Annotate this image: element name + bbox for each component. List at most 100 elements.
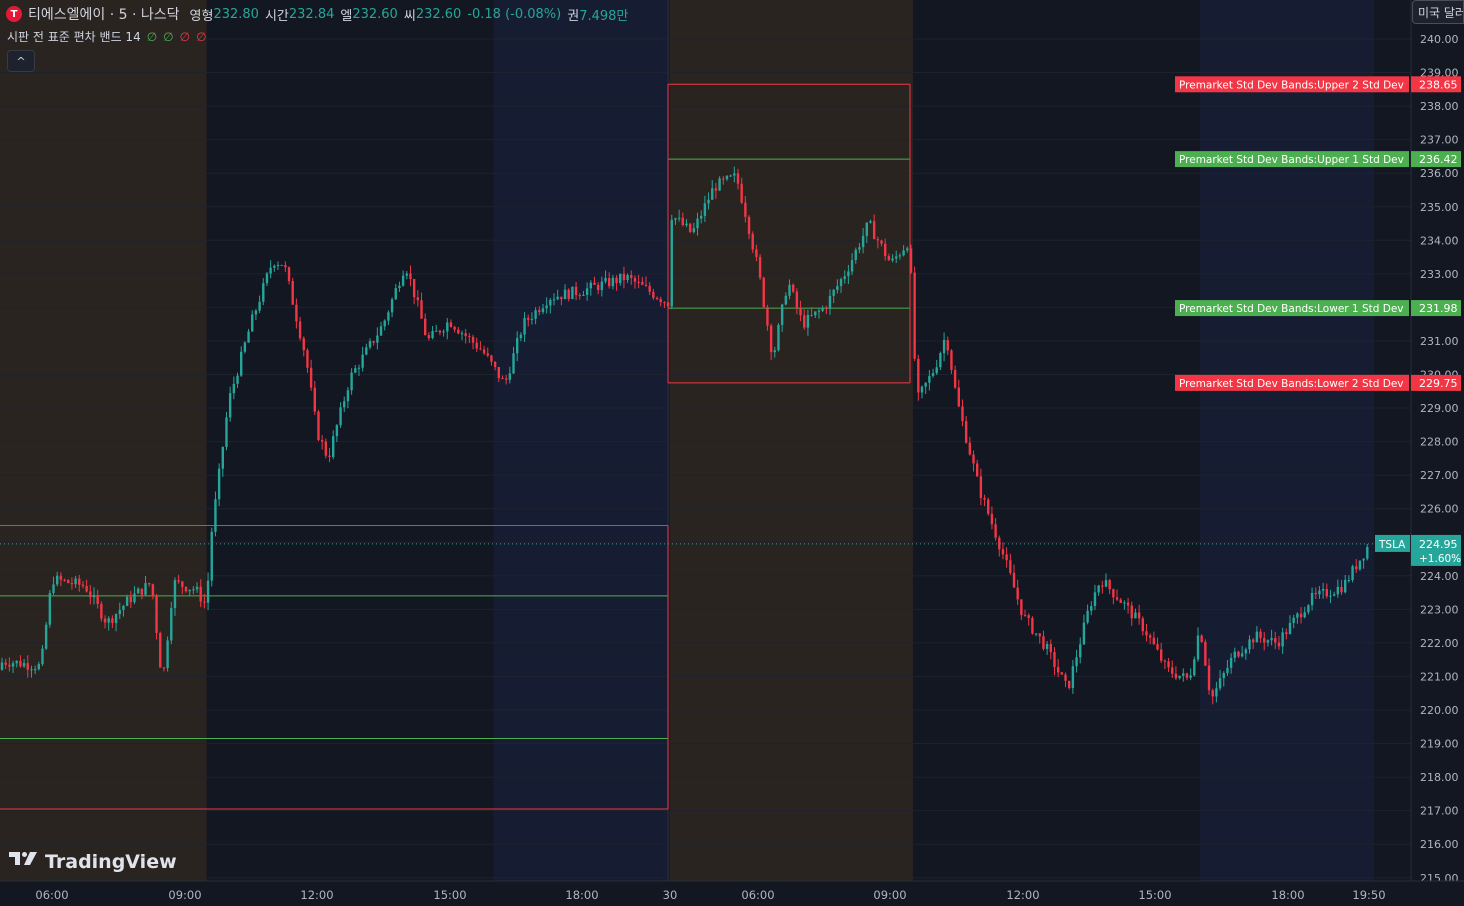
candle-body: [273, 265, 276, 268]
candle-body: [527, 317, 530, 320]
band-value-text: 231.98: [1419, 302, 1458, 315]
candle-body: [1178, 675, 1181, 679]
open-value: 232.80: [213, 6, 259, 22]
candle-body: [865, 222, 868, 236]
candle-body: [589, 282, 592, 289]
candle-body: [1137, 612, 1141, 619]
price-tick-label: 233.00: [1420, 268, 1459, 281]
candle-body: [795, 291, 799, 308]
candle-body: [644, 284, 648, 286]
currency-button[interactable]: 미국 달러: [1412, 0, 1464, 24]
candle-body: [398, 285, 401, 289]
candle-body: [1318, 590, 1321, 595]
candle-body: [52, 584, 55, 594]
band-value-tag: [1411, 151, 1461, 168]
candle-body: [420, 300, 423, 319]
candle-body: [1303, 612, 1306, 618]
price-tick-label: 220.00: [1420, 704, 1459, 717]
candle-body: [869, 221, 872, 223]
candle-body: [122, 605, 125, 610]
candle-body: [228, 393, 232, 418]
candle-body: [762, 277, 765, 308]
candle-body: [103, 618, 107, 623]
candle-body: [1336, 586, 1340, 595]
candle-body: [243, 342, 247, 352]
candle-body: [674, 218, 677, 220]
candle-body: [872, 221, 876, 240]
candle-body: [280, 264, 283, 266]
candle-body: [1101, 585, 1104, 587]
indicator-legend[interactable]: 시판 전 표준 편차 밴드 14 ∅ ∅ ∅ ∅: [7, 28, 207, 45]
candle-body: [953, 369, 957, 388]
candle-body: [920, 386, 924, 393]
candle-body: [828, 295, 832, 309]
candle-body: [1068, 680, 1071, 689]
candle-body: [696, 218, 699, 229]
tradingview-logo[interactable]: TradingView: [9, 850, 177, 873]
candle-body: [850, 260, 854, 272]
candle-body: [332, 436, 335, 457]
time-tick-label: 12:00: [1006, 888, 1039, 902]
candle-body: [1244, 649, 1248, 654]
candle-body: [26, 663, 29, 670]
time-tick-label: 15:00: [433, 888, 466, 902]
price-tick-label: 224.00: [1420, 570, 1459, 583]
candle-body: [269, 267, 272, 274]
candle-body: [1126, 602, 1130, 606]
time-tick-label: 18:00: [565, 888, 598, 902]
candle-body: [424, 318, 427, 336]
candle-body: [917, 358, 920, 393]
band-value-text: 236.42: [1419, 153, 1458, 166]
candle-body: [685, 223, 688, 226]
candle-body: [125, 596, 129, 606]
candle-body: [1292, 617, 1295, 623]
candle-body: [449, 322, 453, 327]
price-tick-label: 234.00: [1420, 234, 1459, 247]
candle-body: [780, 304, 784, 325]
candle-body: [357, 367, 361, 369]
candle-body: [195, 586, 199, 590]
time-tick-label: 12:00: [300, 888, 333, 902]
candle-body: [1211, 690, 1214, 697]
candle-body: [839, 279, 843, 286]
candle-body: [41, 648, 44, 665]
high-value: 232.84: [288, 6, 335, 22]
candle-body: [924, 382, 927, 387]
candle-body: [858, 247, 861, 250]
candle-body: [714, 188, 718, 191]
candle-body: [22, 663, 26, 667]
candle-body: [1237, 651, 1240, 657]
candle-body: [159, 632, 162, 668]
collapse-legend-button[interactable]: ^: [7, 50, 35, 72]
candle-body: [427, 335, 431, 339]
candle-body: [1281, 632, 1284, 647]
symbol-title[interactable]: 티에스엘에이 · 5 · 나스닥: [28, 7, 180, 23]
candle-body: [1189, 675, 1192, 678]
candle-body: [1332, 594, 1336, 596]
candle-body: [240, 351, 243, 376]
candle-body: [585, 288, 589, 295]
indicator-value-3: ∅: [179, 30, 191, 44]
band-name-text: Premarket Std Dev Bands:Upper 1 Std Dev: [1179, 154, 1404, 166]
candle-body: [769, 325, 773, 353]
candle-body: [482, 349, 486, 354]
price-axis: 240.00239.00238.00237.00236.00235.00234.…: [1410, 0, 1464, 906]
candle-body: [1218, 678, 1222, 689]
candle-body: [56, 575, 59, 585]
candle-body: [1307, 605, 1310, 613]
candle-body: [718, 178, 721, 191]
candle-body: [1325, 589, 1328, 597]
candle-body: [78, 578, 81, 585]
candle-body: [497, 366, 500, 379]
price-tick-label: 226.00: [1420, 503, 1459, 516]
candle-body: [148, 583, 151, 585]
candle-body: [832, 289, 835, 296]
candle-body: [493, 361, 497, 367]
candle-body: [677, 217, 681, 219]
candle-body: [339, 407, 342, 426]
candle-body: [519, 334, 523, 339]
candle-body: [48, 593, 52, 625]
candle-body: [1005, 554, 1008, 561]
candle-body: [1233, 651, 1236, 658]
